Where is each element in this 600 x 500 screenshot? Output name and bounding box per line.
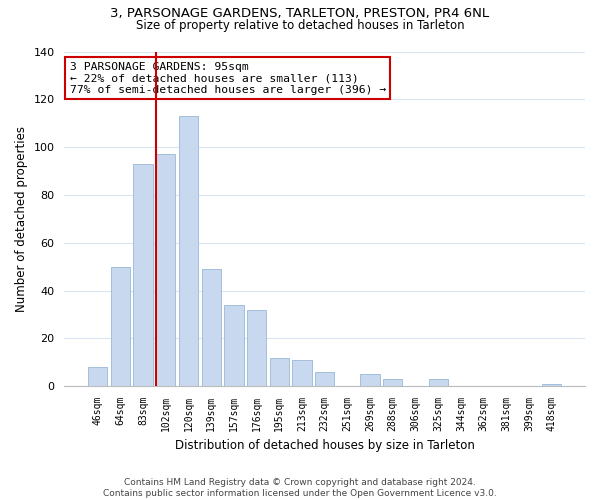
Bar	[428, 379, 448, 386]
Text: Size of property relative to detached houses in Tarleton: Size of property relative to detached ho…	[136, 19, 464, 32]
Text: Contains HM Land Registry data © Crown copyright and database right 2024.
Contai: Contains HM Land Registry data © Crown c…	[103, 478, 497, 498]
Bar	[247, 310, 266, 386]
Bar	[292, 360, 311, 386]
Bar	[361, 374, 380, 386]
Bar	[542, 384, 562, 386]
Bar	[202, 269, 221, 386]
Bar	[133, 164, 153, 386]
Bar	[224, 305, 244, 386]
Bar	[111, 266, 130, 386]
Text: 3, PARSONAGE GARDENS, TARLETON, PRESTON, PR4 6NL: 3, PARSONAGE GARDENS, TARLETON, PRESTON,…	[110, 8, 490, 20]
Bar	[88, 367, 107, 386]
Bar	[315, 372, 334, 386]
Y-axis label: Number of detached properties: Number of detached properties	[15, 126, 28, 312]
Bar	[269, 358, 289, 386]
Bar	[179, 116, 198, 386]
Bar	[383, 379, 403, 386]
Text: 3 PARSONAGE GARDENS: 95sqm
← 22% of detached houses are smaller (113)
77% of sem: 3 PARSONAGE GARDENS: 95sqm ← 22% of deta…	[70, 62, 386, 94]
Bar	[156, 154, 175, 386]
X-axis label: Distribution of detached houses by size in Tarleton: Distribution of detached houses by size …	[175, 440, 475, 452]
